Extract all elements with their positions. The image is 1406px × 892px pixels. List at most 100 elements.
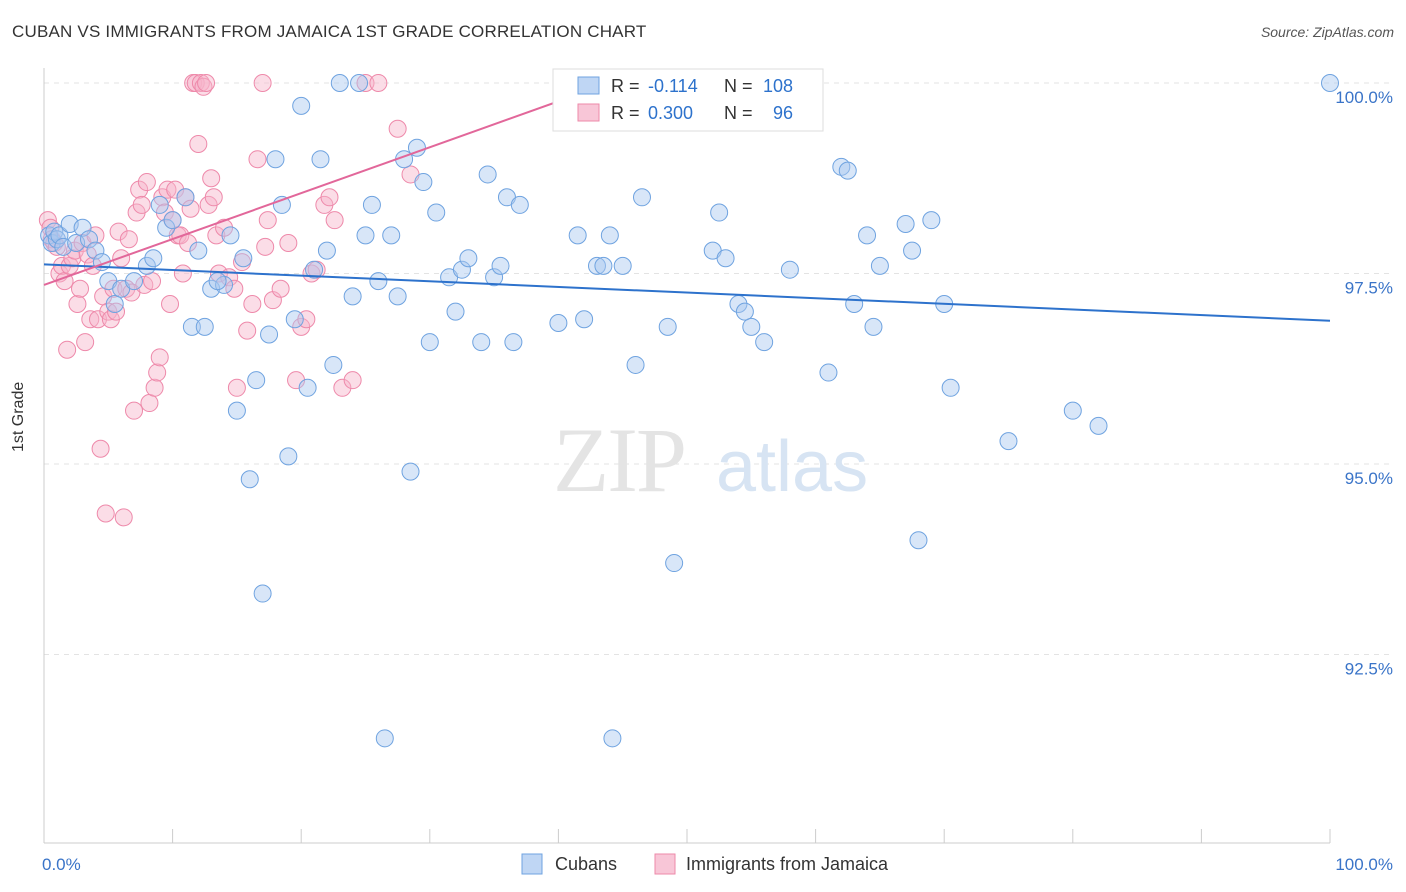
data-point-jamaica [197, 74, 216, 92]
data-point-cubans [665, 554, 684, 573]
series-jamaica [38, 74, 420, 527]
series-legend: Cubans Immigrants from Jamaica [521, 853, 889, 875]
data-point-cubans [356, 226, 375, 245]
data-point-cubans [420, 333, 439, 352]
data-point-jamaica [271, 279, 290, 298]
data-point-cubans [452, 260, 471, 279]
data-point-jamaica [238, 321, 257, 340]
data-point-cubans [838, 161, 857, 180]
data-point-jamaica [181, 199, 200, 218]
legend-swatch-blue [577, 76, 600, 95]
data-point-cubans [735, 302, 754, 321]
data-point-jamaica [189, 134, 208, 153]
data-point-cubans [658, 317, 677, 336]
data-point-cubans [182, 317, 201, 336]
data-point-cubans [234, 249, 253, 268]
correlation-legend: R = -0.114 N = 108 R = 0.300 N = 96 [552, 68, 824, 132]
data-point-jamaica [96, 504, 115, 523]
data-point-cubans [600, 226, 619, 245]
data-point-cubans [742, 317, 761, 336]
data-point-jamaica [143, 272, 162, 291]
data-point-cubans [710, 203, 729, 222]
data-point-cubans [369, 272, 388, 291]
y-tick-label: 97.5% [1345, 279, 1393, 298]
trendlines [43, 82, 1331, 322]
data-point-jamaica [114, 508, 133, 527]
data-point-jamaica [91, 439, 110, 458]
data-point-jamaica [76, 333, 95, 352]
data-point-cubans [1321, 74, 1339, 92]
data-point-cubans [227, 401, 246, 420]
data-point-jamaica [158, 180, 177, 199]
data-point-cubans [86, 241, 105, 260]
data-point-cubans [157, 218, 176, 237]
data-point-cubans [755, 333, 774, 352]
axes: 0.0% 100.0% [42, 68, 1393, 874]
data-point-cubans [909, 531, 928, 550]
data-point-cubans [137, 256, 156, 275]
data-point-cubans [478, 165, 497, 184]
data-point-cubans [575, 310, 594, 329]
data-point-jamaica [161, 294, 180, 313]
data-point-cubans [125, 272, 144, 291]
data-point-cubans [324, 355, 343, 374]
data-point-jamaica [243, 294, 262, 313]
data-point-cubans [594, 256, 613, 275]
data-point-cubans [864, 317, 883, 336]
watermark-atlas: atlas [716, 427, 868, 507]
data-point-cubans [819, 363, 838, 382]
r-label-pink: R = [611, 103, 640, 123]
data-point-cubans [446, 302, 465, 321]
r-value-pink: 0.300 [648, 103, 693, 123]
data-point-cubans [388, 287, 407, 306]
data-point-cubans [298, 378, 317, 397]
data-point-cubans [858, 226, 877, 245]
data-point-cubans [350, 74, 369, 92]
data-point-cubans [343, 287, 362, 306]
data-point-cubans [504, 333, 523, 352]
data-point-jamaica [107, 302, 126, 321]
data-point-cubans [401, 462, 420, 481]
data-point-cubans [716, 249, 735, 268]
chart-title: CUBAN VS IMMIGRANTS FROM JAMAICA 1ST GRA… [12, 22, 647, 41]
data-point-jamaica [58, 340, 77, 359]
data-point-cubans [382, 226, 401, 245]
data-point-cubans [613, 256, 632, 275]
data-point-cubans [330, 74, 349, 92]
data-point-cubans [414, 173, 433, 192]
data-point-cubans [603, 729, 622, 748]
data-point-jamaica [253, 74, 272, 92]
n-label-pink: N = [724, 103, 753, 123]
data-point-jamaica [204, 188, 223, 207]
data-point-cubans [632, 188, 651, 207]
data-point-cubans [780, 260, 799, 279]
data-point-cubans [427, 203, 446, 222]
data-point-cubans [510, 195, 529, 214]
data-point-jamaica [81, 310, 100, 329]
n-value-pink: 96 [773, 103, 793, 123]
data-point-jamaica [207, 226, 226, 245]
data-point-jamaica [137, 173, 156, 192]
data-point-cubans [459, 249, 478, 268]
data-point-cubans [176, 188, 195, 207]
data-point-jamaica [388, 119, 407, 138]
y-tick-label: 100.0% [1335, 88, 1393, 107]
x-tick-label: 0.0% [42, 855, 81, 874]
data-point-jamaica [140, 394, 159, 413]
trendline-cubans [43, 263, 1331, 322]
data-point-cubans [221, 226, 240, 245]
data-point-cubans [311, 150, 330, 169]
data-point-cubans [305, 260, 324, 279]
data-point-jamaica [333, 378, 352, 397]
data-point-cubans [150, 195, 169, 214]
legend-label-jamaica: Immigrants from Jamaica [686, 854, 889, 874]
data-point-cubans [105, 294, 124, 313]
data-point-jamaica [130, 180, 149, 199]
series-cubans [40, 74, 1339, 748]
data-point-cubans [240, 470, 259, 489]
r-label-blue: R = [611, 76, 640, 96]
data-point-cubans [896, 214, 915, 233]
legend-label-cubans: Cubans [555, 854, 617, 874]
data-point-cubans [50, 226, 69, 245]
data-point-cubans [362, 195, 381, 214]
